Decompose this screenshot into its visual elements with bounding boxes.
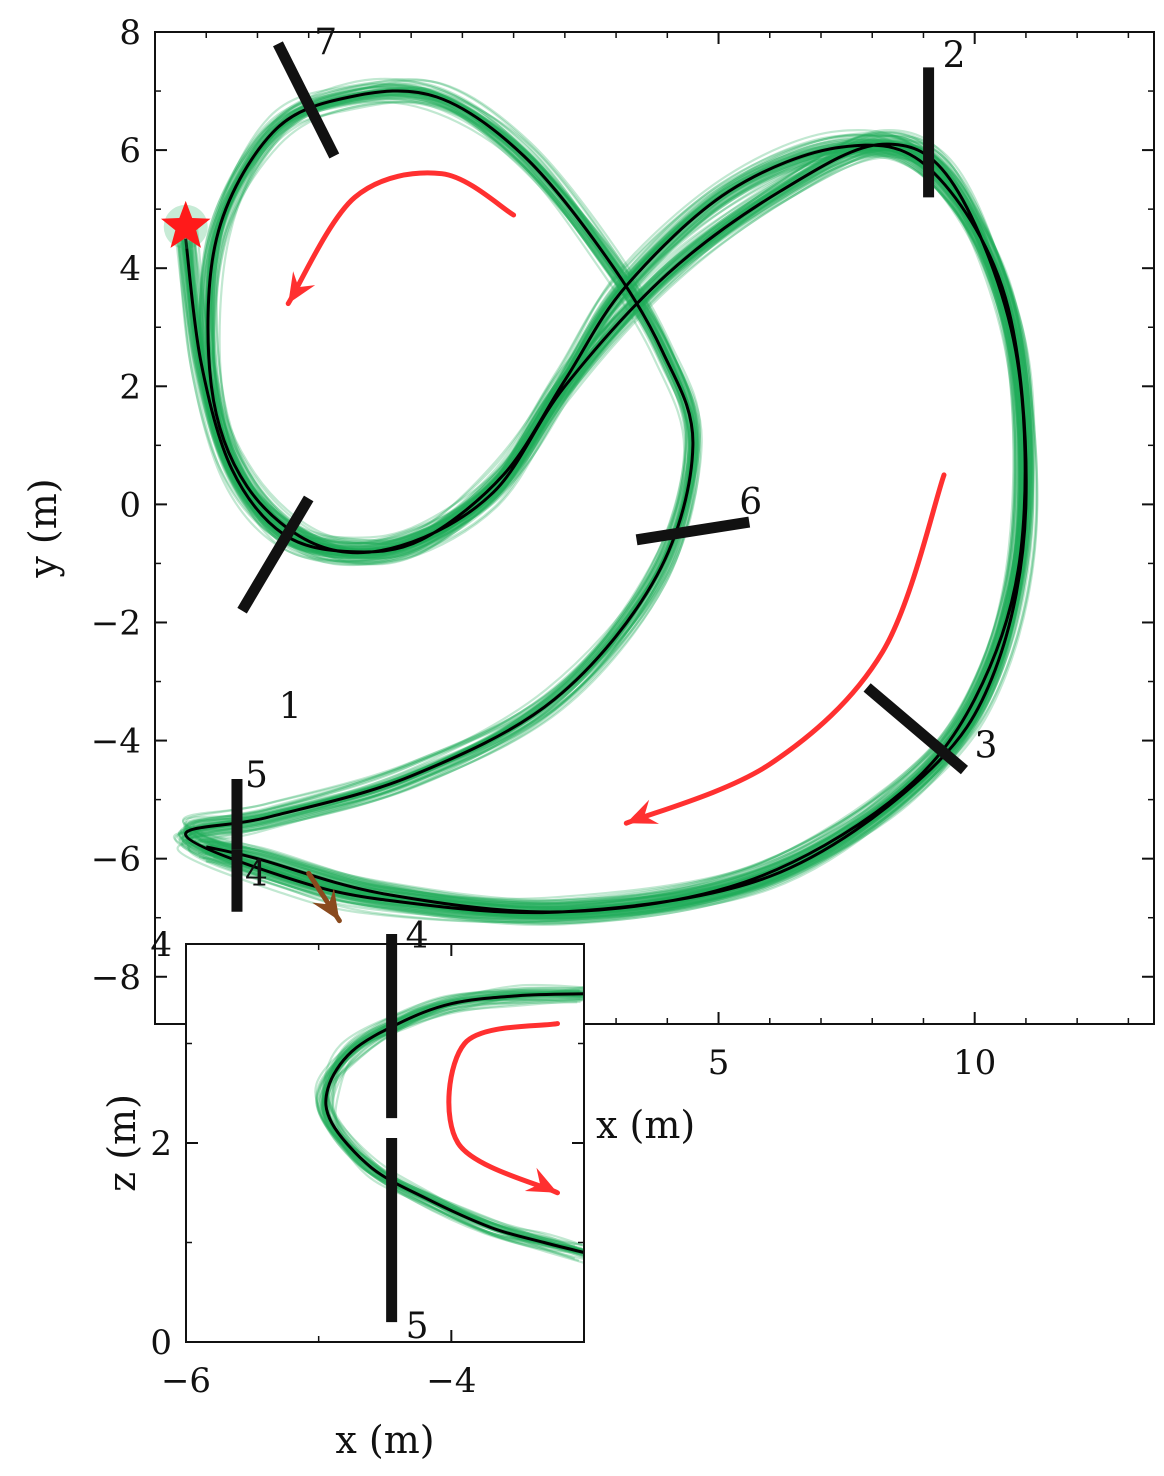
y-tick-label: 4 (119, 249, 141, 289)
sample-trajectory-line (174, 82, 1034, 921)
direction-arrow (285, 170, 517, 307)
sample-trajectory-line (173, 90, 1036, 916)
y-tick-label: 2 (119, 367, 141, 407)
sample-trajectory-line (178, 100, 1035, 909)
y-tick-label: −6 (91, 840, 141, 880)
gate-label-5: 5 (245, 755, 268, 796)
gate-label-5: 5 (406, 1306, 429, 1347)
inset-x-axis-label: x (m) (335, 1418, 434, 1462)
sample-trajectory-line (177, 79, 1029, 925)
gate-6 (635, 516, 751, 546)
sample-trajectory-line (327, 999, 584, 1264)
sample-trajectory-line (179, 88, 1031, 920)
sample-trajectory-line (176, 87, 1023, 920)
y-tick-label: −4 (91, 722, 141, 762)
x-tick-label: −4 (426, 1361, 476, 1401)
y-tick-label: 6 (119, 131, 141, 171)
sample-trajectory-line (321, 983, 584, 1246)
gate-label-3: 3 (974, 725, 997, 766)
sample-trajectory-line (315, 989, 584, 1255)
sample-trajectory-line (330, 993, 584, 1256)
sample-trajectory-line (181, 78, 1023, 920)
inset-ticks: −6 −4 0 2 4 (150, 925, 585, 1401)
y-tick-label: 8 (119, 13, 141, 53)
sample-trajectory-line (177, 90, 1034, 916)
main-x-axis-label: x (m) (596, 1103, 695, 1147)
x-tick-label: 5 (708, 1043, 730, 1083)
sample-trajectory-line (183, 84, 1033, 924)
x-tick-label: −6 (161, 1361, 211, 1401)
sample-trajectory-line (176, 85, 1027, 918)
sample-trajectory-line (322, 990, 584, 1251)
y-tick-label: 2 (150, 1124, 172, 1164)
gate-3 (863, 683, 969, 775)
y-tick-label: −8 (91, 958, 141, 998)
sample-trajectory-line (326, 991, 584, 1251)
sample-trajectory-line (177, 92, 1029, 917)
sample-trajectory-line (184, 91, 1038, 921)
sample-trajectory-line (181, 86, 1026, 920)
sample-trajectory-line (180, 96, 1022, 915)
gate-7 (273, 41, 340, 159)
inset-y-axis-label: z (m) (100, 1094, 144, 1192)
sample-trajectory-line (323, 992, 584, 1251)
gate-label-1: 1 (279, 686, 302, 727)
sample-trajectory-line (326, 990, 584, 1252)
sample-trajectory-line (180, 87, 1029, 927)
sample-trajectory-line (180, 101, 1028, 911)
mean-trajectory (184, 89, 1028, 915)
sample-trajectory-line (181, 82, 1035, 918)
gate-label-4: 4 (245, 854, 268, 895)
gate-label-4: 4 (406, 916, 429, 957)
direction-arrow (623, 472, 947, 826)
y-tick-label: 0 (150, 1323, 172, 1363)
gate-1 (237, 495, 314, 614)
gate-label-6: 6 (739, 482, 762, 523)
inset-gates: 45 (386, 916, 429, 1347)
main-plot-frame (154, 31, 1155, 1025)
arrowhead-icon (288, 271, 316, 304)
arrowhead-icon (524, 1167, 558, 1193)
sample-trajectory-line (178, 100, 1025, 914)
inset-background (186, 944, 584, 1342)
gate-label-2: 2 (943, 35, 966, 76)
gates: 1 2 3 4 5 6 7 (231, 22, 997, 912)
sample-trajectory-line (178, 97, 1033, 918)
y-tick-label: 4 (150, 925, 172, 965)
sample-trajectory-line (321, 986, 584, 1254)
direction-arrows (285, 170, 947, 924)
sample-trajectory-line (332, 988, 581, 1253)
main-plot-xy: 5 10 −8 −6 −4 −2 0 2 4 6 8 1 2 3 4 5 6 7 x (m) y (m) (21, 13, 1155, 1147)
sample-trajectory-line (181, 88, 1020, 915)
gate-label-7: 7 (314, 22, 337, 63)
sample-trajectory-line (316, 991, 584, 1253)
sample-trajectory-line (331, 986, 584, 1247)
sample-trajectory-line (322, 992, 584, 1253)
start-star (161, 200, 211, 248)
y-tick-label: −2 (91, 603, 141, 643)
start-star-icon (161, 200, 211, 249)
arrowhead-icon (312, 888, 340, 921)
inset-direction-arrow (446, 1021, 560, 1196)
sample-trajectory-line (183, 98, 1033, 914)
sample-trajectory-line (314, 996, 584, 1258)
x-tick-label: 10 (953, 1043, 996, 1083)
inset-mean-trajectory (324, 992, 584, 1254)
sample-trajectory-line (182, 86, 1033, 920)
main-y-axis-label: y (m) (21, 478, 65, 578)
arrowhead-icon (626, 799, 660, 824)
direction-arrow (446, 1021, 560, 1196)
mean-trajectory-line (184, 89, 1028, 915)
y-tick-label: 0 (119, 485, 141, 525)
sample-trajectory-line (183, 92, 1024, 917)
mean-trajectory-line (324, 992, 584, 1254)
